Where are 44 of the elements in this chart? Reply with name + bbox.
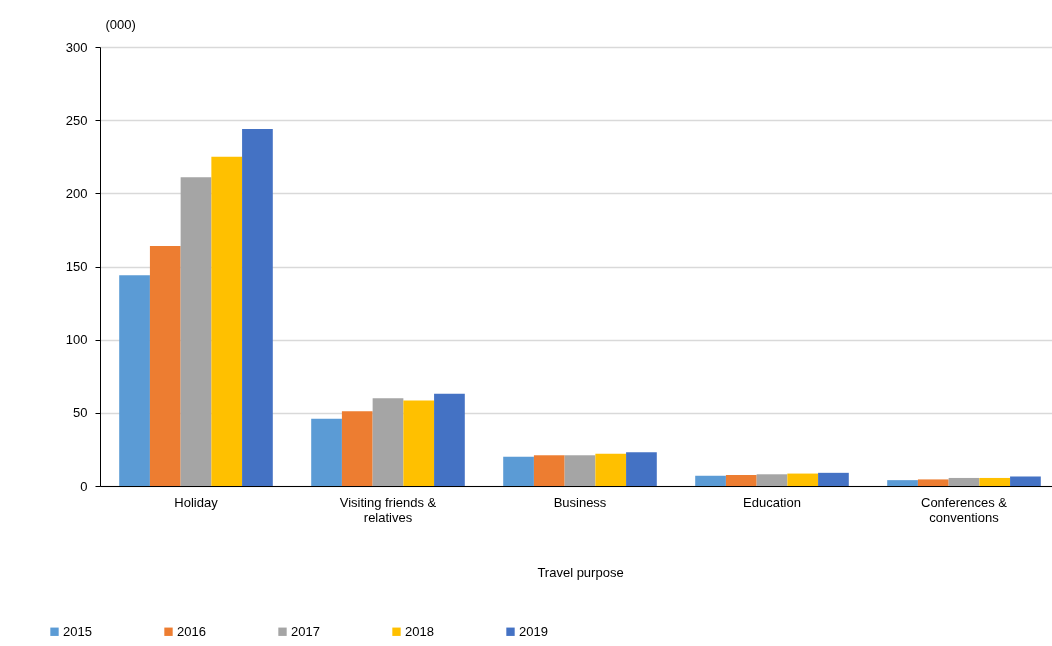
y-tick-label: 150	[65, 259, 88, 274]
bar	[725, 475, 757, 486]
legend-label: 2016	[177, 623, 206, 639]
x-tick-label: Conferences & conventions	[921, 494, 1008, 525]
bar	[341, 411, 373, 486]
bar	[595, 453, 627, 486]
bar	[403, 400, 435, 486]
x-axis-title: Travel purpose	[537, 564, 624, 580]
bar	[211, 156, 243, 486]
bar	[533, 455, 565, 486]
y-tick-label: 50	[73, 405, 88, 421]
bar	[626, 452, 657, 486]
bar	[818, 472, 849, 486]
legend-label: 2018	[405, 623, 434, 639]
bar	[119, 275, 150, 486]
bar	[1010, 476, 1041, 486]
bar	[695, 475, 726, 486]
bar	[149, 246, 181, 486]
bar	[311, 418, 342, 486]
bar	[180, 177, 212, 486]
y-tick-label: 250	[65, 112, 88, 128]
x-tick-label: Visiting friends & relatives	[339, 494, 437, 525]
bar	[372, 398, 404, 486]
bar	[917, 479, 949, 486]
y-tick-label: 0	[80, 478, 88, 494]
bar	[242, 128, 273, 486]
y-tick-label: 300	[65, 39, 88, 55]
legend-label: 2019	[519, 623, 548, 639]
bar	[787, 473, 819, 486]
bar	[503, 456, 534, 486]
y-tick-label: 200	[65, 185, 88, 201]
x-tick-label: Education	[743, 494, 801, 510]
bar	[948, 477, 980, 486]
bar	[887, 480, 918, 486]
x-tick-label: Business	[553, 494, 607, 510]
bar	[434, 393, 465, 486]
y-axis-title: (000)	[105, 16, 136, 32]
y-tick-label: 100	[65, 332, 88, 348]
bar	[756, 474, 788, 486]
x-tick-label: Holiday	[174, 494, 219, 510]
legend-label: 2017	[291, 623, 320, 639]
legend-label: 2015	[63, 623, 92, 639]
bar	[979, 477, 1011, 486]
bar	[564, 455, 596, 486]
